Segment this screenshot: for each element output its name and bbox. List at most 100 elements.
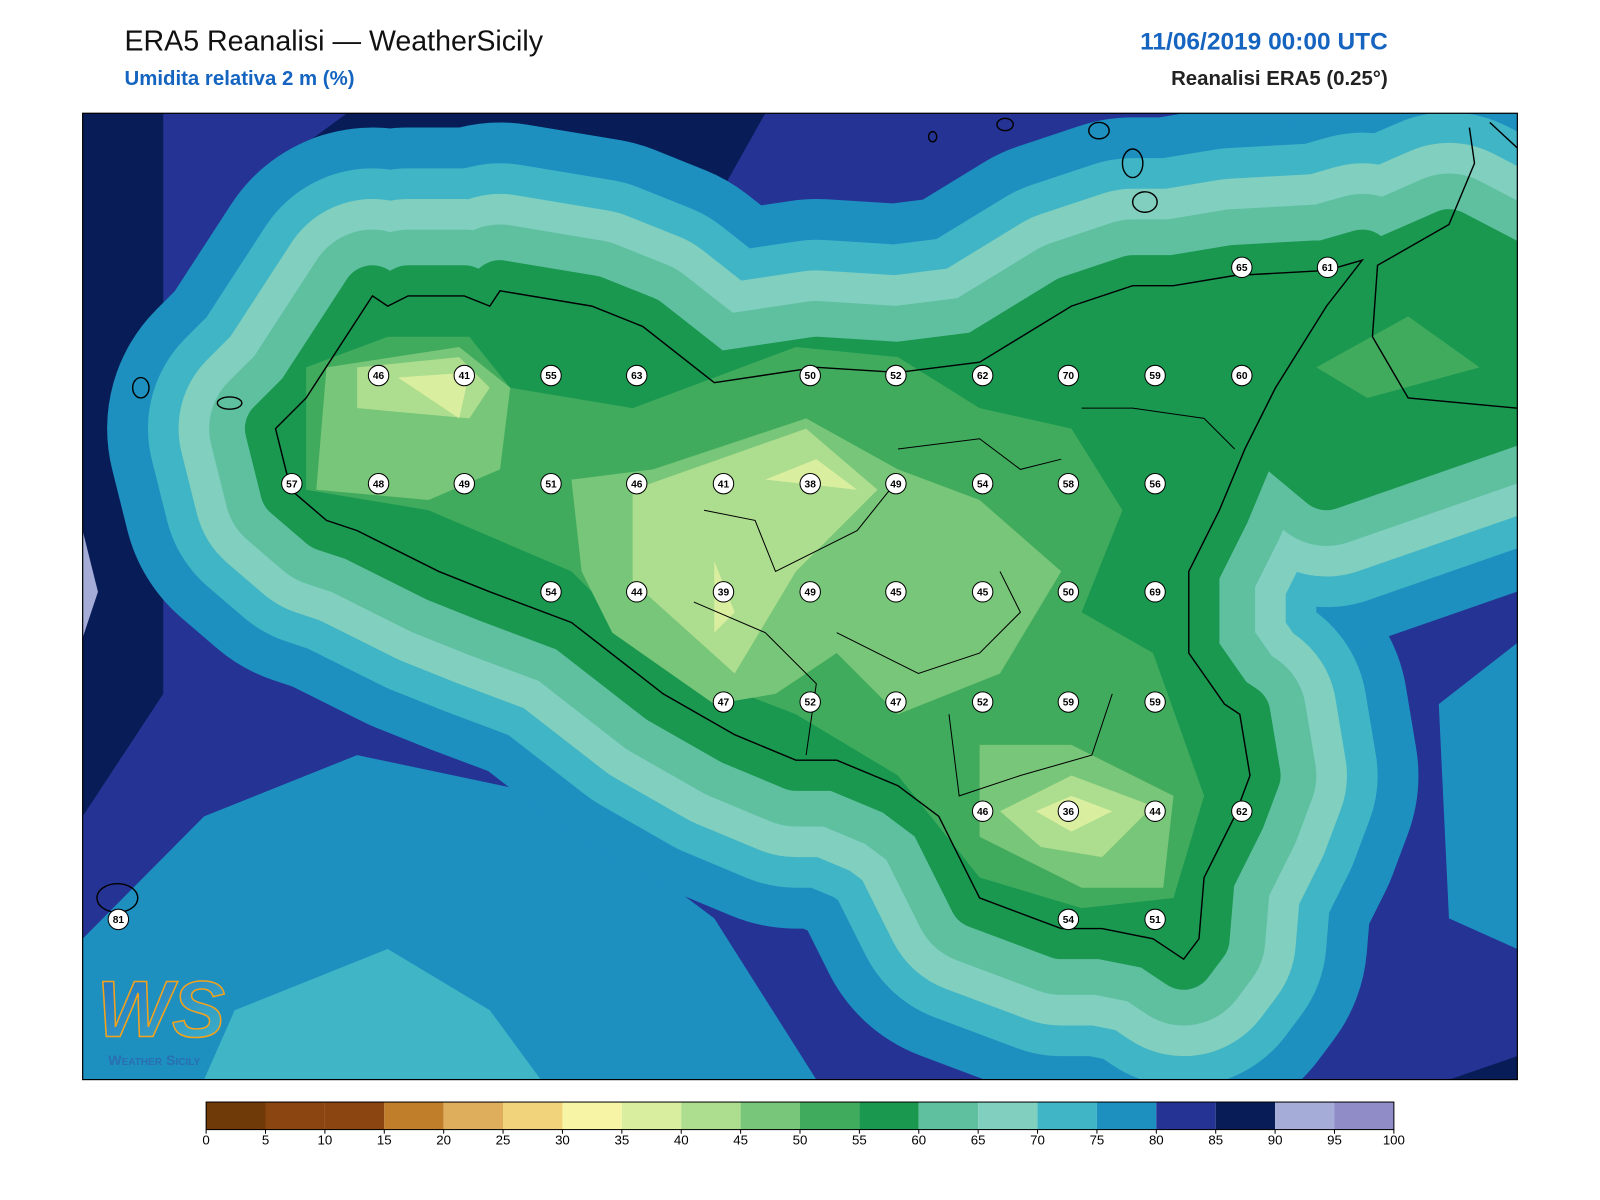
colorbar: 0 5 10 15 20 25 30 35 40 45 50 55 60 65 70 75 80 85 90 95 10… (202, 1101, 1405, 1147)
station-marker (1144, 908, 1166, 931)
colorbar-swatch (1037, 1102, 1097, 1130)
station-marker (712, 472, 735, 495)
station-marker (626, 581, 648, 603)
station-marker (626, 364, 648, 387)
station-marker (1057, 800, 1080, 822)
colorbar-tick-label: 35 (614, 1132, 629, 1147)
station-marker (540, 581, 562, 603)
station-marker (1057, 691, 1080, 713)
station-value: 62 (977, 371, 989, 382)
station-marker (971, 472, 994, 495)
colorbar-tick-label: 75 (1090, 1132, 1105, 1147)
colorbar-tick-label: 30 (555, 1132, 570, 1147)
station-value: 45 (890, 588, 902, 599)
colorbar-swatch (265, 1102, 325, 1130)
station-marker (1057, 908, 1080, 931)
station-marker (712, 691, 735, 713)
map-frame (82, 112, 1518, 1081)
station-value: 52 (805, 698, 817, 709)
colorbar-tick-label: 10 (318, 1132, 333, 1147)
colorbar-swatch (918, 1102, 979, 1130)
station-marker (540, 364, 562, 387)
station-value: 50 (805, 371, 817, 382)
station-marker (712, 581, 735, 603)
colorbar-tick-label: 20 (436, 1132, 451, 1147)
station-value: 51 (545, 479, 557, 490)
colorbar-tick-label: 70 (1030, 1132, 1045, 1147)
colorbar-swatch (1334, 1102, 1394, 1130)
stations: 65 61 46 41 55 63 50 52 62 70 59 60 57 48 49 51 46 41 38 49… (107, 256, 1339, 931)
station-value: 49 (459, 479, 471, 490)
station-marker (1231, 256, 1253, 279)
colorbar-tick-label: 50 (793, 1132, 808, 1147)
station-marker (367, 472, 390, 495)
station-marker (799, 364, 821, 387)
station-marker (799, 581, 821, 603)
station-value: 49 (805, 588, 817, 599)
station-value: 41 (718, 479, 730, 490)
station-value: 59 (1149, 371, 1161, 382)
source: Reanalisi ERA5 (0.25°) (1171, 68, 1388, 90)
station-value: 62 (1236, 807, 1248, 818)
station-marker (1144, 472, 1166, 495)
station-value: 58 (1063, 479, 1075, 490)
station-marker (1144, 800, 1166, 822)
station-value: 54 (977, 479, 989, 490)
station-marker (971, 581, 994, 603)
colorbar-swatch (800, 1102, 860, 1130)
colorbar-swatch (562, 1102, 622, 1130)
station-value: 38 (805, 479, 817, 490)
station-value: 48 (373, 479, 385, 490)
station-value: 54 (1063, 915, 1075, 926)
station-marker (626, 472, 648, 495)
colorbar-swatch (1096, 1102, 1157, 1130)
station-value: 47 (890, 698, 902, 709)
coastline (96, 117, 1518, 961)
station-marker (1231, 364, 1253, 387)
station-value: 46 (631, 479, 643, 490)
subtitle: Umidita relativa 2 m (%) (124, 68, 354, 90)
station-value: 57 (286, 479, 298, 490)
station-value: 46 (373, 371, 385, 382)
station-value: 46 (977, 807, 989, 818)
station-marker (799, 691, 821, 713)
station-value: 59 (1149, 698, 1161, 709)
station-value: 50 (1063, 588, 1075, 599)
colorbar-tick-label: 45 (733, 1132, 748, 1147)
station-marker (281, 472, 303, 495)
colorbar-tick-label: 90 (1268, 1132, 1283, 1147)
colorbar-swatch (740, 1102, 800, 1130)
colorbar-tick-label: 25 (496, 1132, 511, 1147)
logo-mark: WS (97, 964, 225, 1053)
station-marker (107, 908, 130, 931)
station-value: 60 (1236, 371, 1248, 382)
station-marker (799, 472, 821, 495)
station-value: 52 (890, 371, 902, 382)
station-marker (540, 472, 562, 495)
colorbar-swatch (978, 1102, 1038, 1130)
station-marker (1144, 581, 1166, 603)
colorbar-tick-label: 100 (1383, 1132, 1405, 1147)
station-marker (971, 800, 994, 822)
level-75-80 (1438, 642, 1518, 949)
logo-text: Weather Sicily (108, 1053, 200, 1069)
contour-band (397, 372, 470, 419)
colorbar-swatch (503, 1102, 563, 1130)
station-marker (885, 691, 907, 713)
station-marker (453, 364, 475, 387)
station-value: 59 (1063, 698, 1075, 709)
station-marker (885, 581, 907, 603)
colorbar-swatch (859, 1102, 919, 1130)
colorbar-swatch (621, 1102, 682, 1130)
station-marker (885, 364, 907, 387)
logo: WS Weather Sicily (96, 964, 226, 1069)
station-value: 56 (1149, 479, 1161, 490)
colorbar-swatch (681, 1102, 741, 1130)
humidity-field (82, 113, 1518, 1080)
colorbar-tick-label: 85 (1208, 1132, 1223, 1147)
colorbar-swatch (1275, 1102, 1335, 1130)
station-value: 52 (977, 698, 989, 709)
station-value: 44 (1149, 807, 1161, 818)
